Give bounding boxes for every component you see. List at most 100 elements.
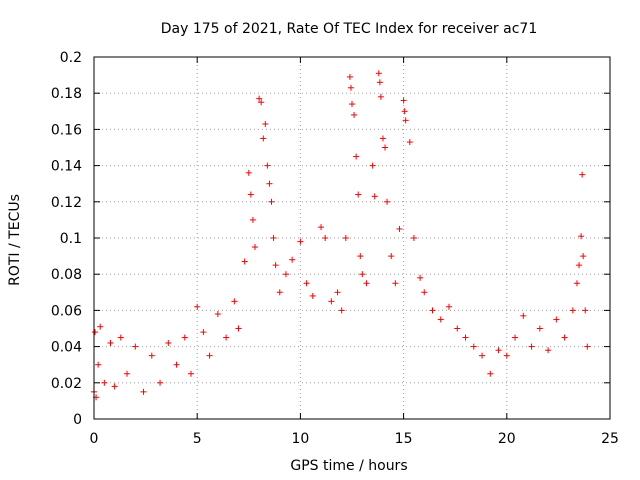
data-point	[429, 307, 436, 314]
data-point	[357, 253, 364, 260]
data-point	[92, 329, 99, 336]
data-point	[545, 347, 552, 354]
data-point	[578, 233, 585, 240]
data-point	[188, 370, 195, 377]
data-point	[117, 334, 124, 341]
data-point	[580, 253, 587, 260]
data-point	[256, 95, 263, 102]
data-point	[181, 334, 188, 341]
data-point	[369, 162, 376, 169]
data-point	[297, 238, 304, 245]
data-point	[289, 256, 296, 263]
data-point	[579, 171, 586, 178]
data-point	[446, 303, 453, 310]
data-point	[576, 262, 583, 269]
y-tick-label: 0.16	[51, 122, 82, 138]
data-point	[561, 334, 568, 341]
data-point	[406, 139, 413, 146]
data-point	[421, 289, 428, 296]
data-point	[148, 352, 155, 359]
y-tick-label: 0.08	[51, 267, 82, 283]
data-point	[270, 235, 277, 241]
data-point	[346, 73, 353, 80]
data-point	[479, 352, 486, 359]
chart-title: Day 175 of 2021, Rate Of TEC Index for r…	[161, 21, 537, 37]
data-point	[573, 280, 580, 287]
y-tick-labels: 0 0.02 0.04 0.06 0.08 0.1 0.12 0.14 0.16 0.18 0.2	[51, 50, 82, 428]
data-point	[334, 289, 341, 296]
data-point	[206, 352, 213, 359]
data-point	[251, 244, 258, 251]
data-point	[355, 191, 362, 198]
data-point	[377, 93, 384, 100]
data-point	[342, 235, 349, 241]
data-point	[260, 135, 267, 142]
data-point	[247, 191, 254, 198]
data-point	[194, 303, 201, 310]
data-point	[264, 162, 271, 169]
y-tick-label: 0.18	[51, 86, 82, 102]
data-point	[349, 101, 355, 108]
data-point	[410, 235, 417, 241]
data-point	[200, 329, 207, 336]
x-tick-label: 25	[601, 431, 619, 447]
data-point	[454, 325, 461, 332]
data-point	[157, 379, 164, 386]
y-tick-label: 0.2	[60, 50, 82, 66]
x-tick-labels: 0 5 10 15 20 25	[90, 431, 619, 447]
data-point	[107, 339, 114, 346]
data-point	[375, 70, 382, 77]
x-tick-label: 15	[395, 431, 413, 447]
y-axis-label: ROTI / TECUs	[7, 194, 23, 286]
data-point	[392, 280, 399, 287]
data-point	[520, 312, 527, 319]
data-point	[262, 120, 269, 127]
y-tick-label: 0	[73, 412, 82, 428]
y-tick-label: 0.12	[51, 195, 82, 211]
data-points	[91, 70, 591, 401]
axis-ticks	[93, 56, 611, 420]
data-point	[235, 325, 242, 332]
data-point	[231, 298, 238, 305]
data-point	[536, 325, 543, 332]
data-point	[303, 280, 310, 287]
data-point	[569, 307, 576, 314]
data-point	[351, 111, 358, 118]
data-point	[309, 292, 316, 299]
data-point	[384, 198, 391, 205]
data-point	[353, 153, 360, 160]
data-point	[322, 235, 329, 241]
data-point	[282, 271, 289, 278]
y-tick-label: 0.06	[51, 303, 82, 319]
data-point	[95, 361, 102, 368]
data-point	[124, 370, 131, 377]
y-tick-label: 0.1	[60, 231, 82, 247]
data-point	[376, 79, 383, 86]
data-point	[396, 225, 403, 232]
plot-frame	[93, 56, 611, 420]
data-point	[528, 343, 535, 350]
data-point	[382, 144, 389, 151]
data-point	[249, 216, 256, 223]
data-point	[417, 274, 424, 281]
data-point	[140, 388, 147, 395]
data-point	[245, 169, 252, 176]
data-point	[268, 198, 275, 205]
data-point	[495, 347, 502, 354]
data-point	[97, 323, 104, 330]
data-point	[165, 339, 172, 346]
data-point	[173, 361, 180, 368]
data-point	[379, 135, 386, 142]
data-point	[401, 108, 408, 115]
data-point	[462, 334, 469, 341]
data-point	[437, 316, 444, 323]
data-point	[388, 253, 395, 260]
data-point	[338, 307, 345, 314]
y-tick-label: 0.02	[51, 376, 82, 392]
data-point	[347, 84, 354, 91]
x-tick-label: 5	[193, 431, 202, 447]
data-point	[470, 343, 477, 350]
data-point	[272, 262, 279, 269]
data-point	[371, 193, 378, 200]
y-tick-label: 0.14	[51, 159, 82, 175]
